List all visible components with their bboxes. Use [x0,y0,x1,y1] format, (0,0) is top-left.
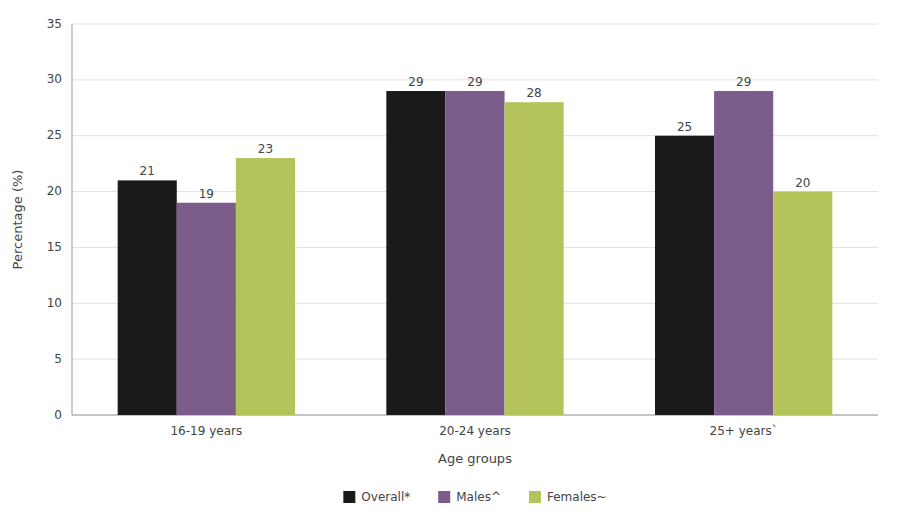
y-axis-label: Percentage (%) [10,170,25,270]
y-tick-label: 0 [54,408,62,422]
data-label: 25 [677,120,692,134]
bar [655,136,714,415]
x-axis-label: Age groups [438,451,512,466]
legend-label: Females~ [547,490,607,504]
bar [177,203,236,415]
x-tick-label: 20-24 years [439,424,511,438]
data-label: 29 [467,75,482,89]
data-label: 28 [526,86,541,100]
data-labels: 21 29 25 19 29 29 23 28 20 [140,75,811,201]
data-label: 29 [408,75,423,89]
bar [445,91,504,415]
bar [505,102,564,415]
y-axis-line [72,24,73,415]
bar [714,91,773,415]
y-tick-label: 20 [47,184,62,198]
y-tick-label: 35 [47,17,62,31]
data-label: 29 [736,75,751,89]
y-tick-label: 5 [54,352,62,366]
bar [118,180,177,415]
bar [386,91,445,415]
legend-label: Males^ [456,490,501,504]
grid-line [72,24,878,25]
legend-label: Overall* [361,490,410,504]
bars [118,91,833,415]
x-tick-label: 16-19 years [170,424,242,438]
chart-svg: 0 5 10 15 20 25 30 35 21 29 25 19 29 29 23 28 20 16-19 ye… [0,0,902,527]
legend: Overall* Males^ Females~ [343,490,606,504]
data-label: 23 [258,142,273,156]
bar [236,158,295,415]
data-label: 19 [199,187,214,201]
chart-container: 0 5 10 15 20 25 30 35 21 29 25 19 29 29 23 28 20 16-19 ye… [0,0,902,527]
bar [773,192,832,415]
y-tick-label: 10 [47,296,62,310]
y-tick-label: 25 [47,128,62,142]
grid [72,24,878,415]
data-label: 21 [140,164,155,178]
legend-item: Overall* [343,490,410,504]
data-label: 20 [795,176,810,190]
legend-item: Males^ [438,490,501,504]
y-tick-label: 30 [47,72,62,86]
legend-item: Females~ [529,490,607,504]
y-tick-label: 15 [47,240,62,254]
x-tick-label: 25+ years` [710,424,778,438]
legend-swatch [438,491,450,503]
legend-swatch [529,491,541,503]
legend-swatch [343,491,355,503]
